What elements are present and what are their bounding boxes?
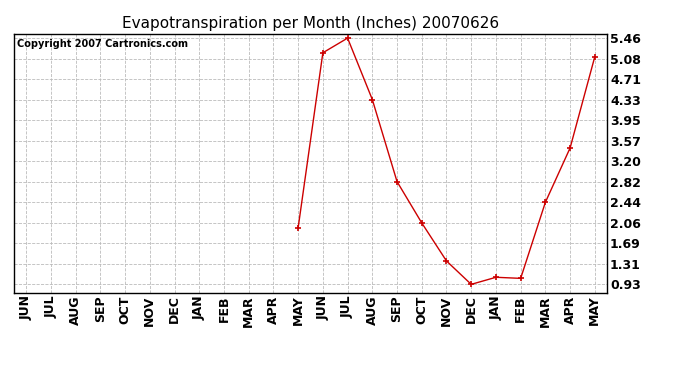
Text: Copyright 2007 Cartronics.com: Copyright 2007 Cartronics.com [17, 39, 188, 49]
Title: Evapotranspiration per Month (Inches) 20070626: Evapotranspiration per Month (Inches) 20… [122, 16, 499, 31]
